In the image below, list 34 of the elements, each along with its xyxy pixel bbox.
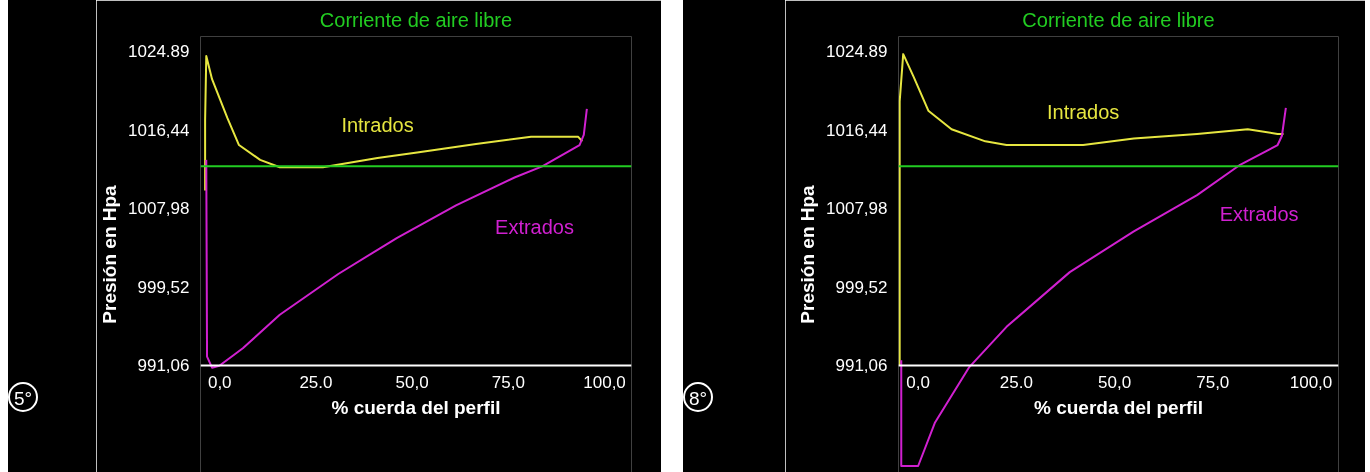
series-label: Intrados (1047, 101, 1120, 124)
x-tick-label: 50,0 (395, 373, 429, 393)
y-tick-label: 1024.89 (826, 42, 888, 62)
y-tick-label: 1024.89 (128, 42, 190, 62)
x-tick-label: 100,0 (1289, 373, 1333, 393)
x-axis-title: % cuerda del perfil (1034, 396, 1203, 418)
y-tick-label: 999,52 (835, 277, 888, 297)
x-tick-label: 75,0 (1196, 373, 1230, 393)
x-tick-label: 25.0 (999, 373, 1033, 393)
y-tick-label: 991,06 (835, 356, 888, 376)
text: 5° (8, 382, 38, 412)
y-tick-label: 1016,44 (128, 120, 190, 140)
y-tick-label: 1007,98 (128, 199, 190, 219)
x-tick-label: 75,0 (491, 373, 525, 393)
x-tick-label: 25.0 (299, 373, 333, 393)
y-tick-label: 991,06 (137, 356, 190, 376)
series-label: Extrados (1219, 203, 1299, 226)
x-tick-label: 50,0 (1098, 373, 1132, 393)
y-tick-label: 1016,44 (826, 120, 888, 140)
x-tick-label: 0,0 (906, 373, 930, 393)
series-label: Intrados (341, 114, 414, 137)
y-axis-title: Presión en Hpa (797, 184, 819, 324)
y-tick-label: 999,52 (137, 277, 190, 297)
y-axis-title: Presión en Hpa (99, 184, 121, 324)
line-series (204, 54, 584, 192)
series-label: Extrados (495, 215, 574, 238)
x-tick-label: 0,0 (207, 373, 232, 393)
ref-line-label: Corriente de aire libre (1022, 8, 1215, 31)
line-series (205, 107, 588, 369)
text: 8° (683, 382, 713, 412)
ref-line-label: Corriente de aire libre (319, 8, 513, 31)
y-tick-label: 1007,98 (826, 199, 888, 219)
x-tick-label: 100,0 (583, 373, 626, 393)
x-axis-title: % cuerda del perfil (331, 396, 501, 418)
